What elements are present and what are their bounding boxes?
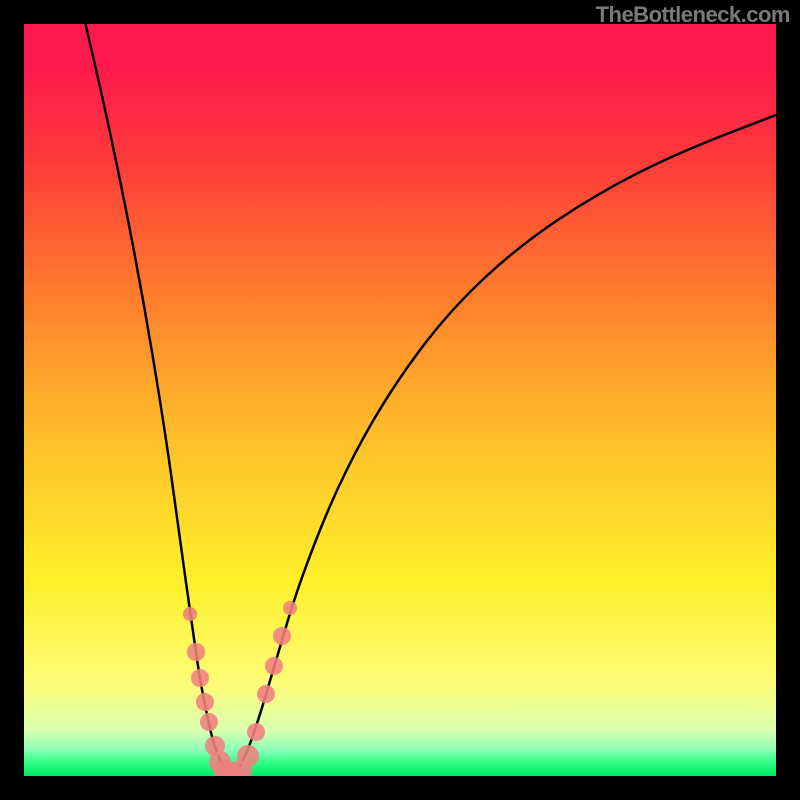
data-marker	[257, 685, 275, 703]
data-marker	[191, 669, 209, 687]
data-marker	[237, 745, 259, 767]
data-marker	[200, 713, 218, 731]
bottleneck-chart	[0, 0, 800, 800]
gradient-background	[24, 24, 776, 776]
data-marker	[196, 693, 214, 711]
data-marker	[187, 643, 205, 661]
data-marker	[247, 723, 265, 741]
data-marker	[265, 657, 283, 675]
data-marker	[273, 627, 291, 645]
chart-container: TheBottleneck.com	[0, 0, 800, 800]
data-marker	[183, 607, 197, 621]
data-marker	[283, 601, 297, 615]
watermark-text: TheBottleneck.com	[596, 2, 790, 28]
